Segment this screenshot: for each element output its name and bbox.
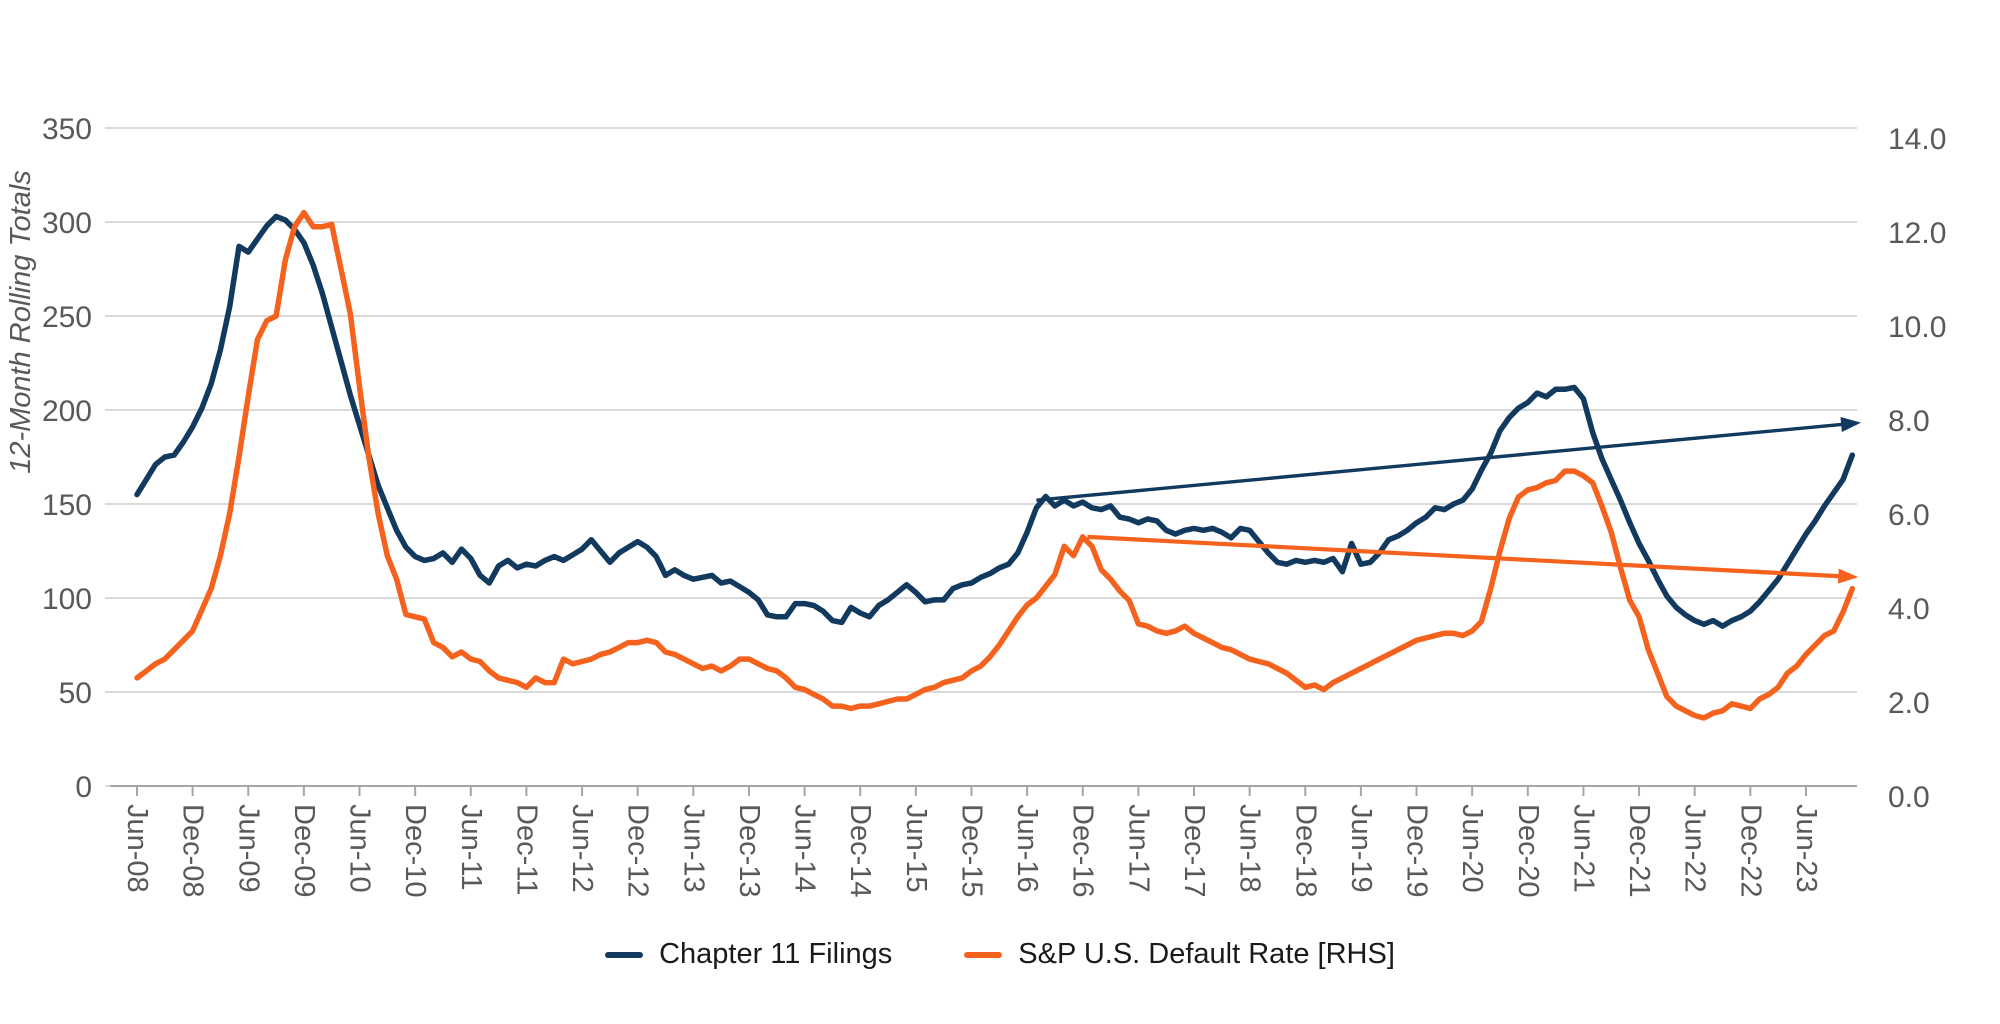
svg-text:Dec-16: Dec-16 [1067, 804, 1099, 898]
svg-text:Dec-08: Dec-08 [177, 804, 209, 898]
svg-text:0.0: 0.0 [1888, 781, 1930, 814]
svg-text:Jun-23: Jun-23 [1790, 804, 1822, 893]
left-axis-title: 12-Month Rolling Totals [5, 170, 37, 474]
svg-text:50: 50 [59, 677, 92, 710]
svg-text:Jun-09: Jun-09 [232, 804, 264, 893]
x-axis-tick-labels: Jun-08 Dec-08 Jun-09 Dec-09 Jun-10 Dec-10 Jun-… [121, 804, 1822, 898]
svg-text:0: 0 [75, 771, 92, 804]
svg-text:Dec-09: Dec-09 [288, 804, 320, 898]
svg-text:Dec-15: Dec-15 [955, 804, 987, 898]
series-line-chapter11 [134, 213, 1856, 629]
svg-text:Dec-22: Dec-22 [1734, 804, 1766, 898]
legend-label: Chapter 11 Filings [659, 938, 893, 970]
svg-text:Jun-13: Jun-13 [677, 804, 709, 893]
svg-text:Jun-14: Jun-14 [789, 804, 821, 893]
svg-text:Dec-18: Dec-18 [1289, 804, 1321, 898]
chapter11-trend-arrow [1036, 417, 1862, 502]
svg-text:Dec-11: Dec-11 [510, 804, 542, 895]
svg-text:Jun-15: Jun-15 [900, 804, 932, 893]
svg-text:150: 150 [42, 489, 92, 522]
svg-text:Jun-12: Jun-12 [566, 804, 598, 893]
default-rate-line-swatch [964, 951, 1003, 958]
chart-legend: Chapter 11 Filings S&P U.S. Default Rate… [0, 938, 2000, 971]
svg-text:Dec-20: Dec-20 [1512, 804, 1544, 898]
x-axis [110, 785, 1857, 796]
right-axis-tick-labels: 14.0 12.0 10.0 8.0 6.0 4.0 2.0 0.0 [1888, 123, 1946, 814]
svg-text:14.0: 14.0 [1888, 123, 1946, 156]
svg-text:100: 100 [42, 583, 92, 616]
svg-text:4.0: 4.0 [1888, 593, 1930, 626]
svg-text:350: 350 [42, 113, 92, 146]
svg-text:Jun-11: Jun-11 [455, 804, 487, 891]
svg-text:12.0: 12.0 [1888, 217, 1946, 250]
svg-text:Dec-19: Dec-19 [1401, 804, 1433, 898]
legend-label: S&P U.S. Default Rate [RHS] [1018, 938, 1395, 970]
svg-text:Dec-10: Dec-10 [399, 804, 431, 898]
svg-text:Dec-21: Dec-21 [1623, 804, 1655, 898]
svg-text:Jun-19: Jun-19 [1345, 804, 1377, 893]
svg-text:2.0: 2.0 [1888, 687, 1930, 720]
svg-text:Dec-12: Dec-12 [622, 804, 654, 898]
svg-text:Jun-20: Jun-20 [1456, 804, 1488, 893]
svg-text:6.0: 6.0 [1888, 499, 1930, 532]
svg-text:250: 250 [42, 301, 92, 334]
svg-text:Jun-08: Jun-08 [121, 804, 153, 893]
svg-text:Dec-13: Dec-13 [733, 804, 765, 898]
chapter11-line-swatch [605, 951, 644, 958]
legend-item-chapter-11-filings: Chapter 11 Filings [605, 938, 892, 971]
svg-text:Jun-17: Jun-17 [1122, 804, 1154, 893]
svg-text:Jun-10: Jun-10 [344, 804, 376, 893]
svg-text:300: 300 [42, 207, 92, 240]
svg-text:8.0: 8.0 [1888, 405, 1930, 438]
legend-item-sp-default-rate: S&P U.S. Default Rate [RHS] [964, 938, 1395, 971]
svg-text:10.0: 10.0 [1888, 311, 1946, 344]
svg-text:Jun-22: Jun-22 [1679, 804, 1711, 893]
svg-text:200: 200 [42, 395, 92, 428]
svg-text:Jun-16: Jun-16 [1011, 804, 1043, 893]
default-rate-trend-arrow [1087, 534, 1859, 584]
series-line-default-rate [134, 209, 1856, 721]
left-axis-tick-labels: 350 300 250 200 150 100 50 0 [42, 113, 92, 804]
svg-text:Dec-14: Dec-14 [844, 804, 876, 898]
svg-text:Dec-17: Dec-17 [1178, 804, 1210, 898]
svg-text:Jun-21: Jun-21 [1567, 804, 1599, 893]
svg-text:Jun-18: Jun-18 [1234, 804, 1266, 893]
gridlines [105, 127, 1857, 787]
